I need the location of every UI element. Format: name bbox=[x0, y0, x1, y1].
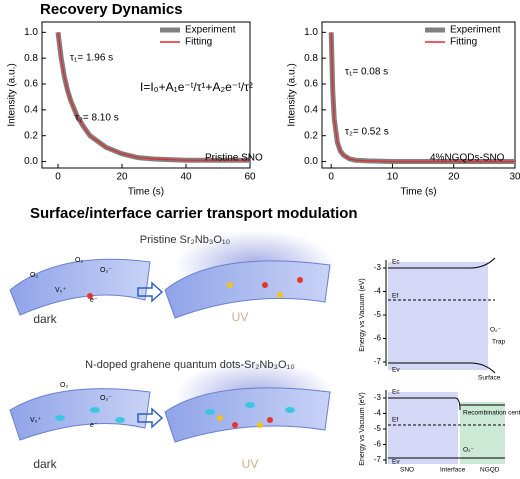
energy-axis-label: Energy vs Vacuum (eV) bbox=[359, 392, 366, 465]
legend-label: Experiment bbox=[450, 25, 501, 36]
series-line bbox=[55, 32, 250, 163]
x-axis-label: Time (s) bbox=[400, 187, 436, 198]
annotation: Pristine SNO bbox=[205, 153, 263, 164]
energy-label: Ef bbox=[392, 417, 398, 424]
y-tick-label: 0.0 bbox=[304, 156, 318, 167]
x-tick-label: 60 bbox=[244, 172, 256, 183]
scene-label: dark bbox=[33, 457, 57, 471]
legend-label: Fitting bbox=[185, 37, 212, 48]
species-label: O₂⁻ bbox=[100, 395, 112, 402]
y-tick-label: 0.4 bbox=[304, 104, 318, 115]
energy-tick-label: -3 bbox=[374, 393, 382, 402]
x-tick-label: 40 bbox=[180, 172, 192, 183]
scene-label: UV bbox=[242, 457, 259, 471]
energy-label: Surface bbox=[478, 375, 501, 382]
series-line bbox=[57, 32, 250, 161]
energy-tick-label: -6 bbox=[374, 440, 382, 449]
x-tick-label: 30 bbox=[509, 172, 520, 183]
energy-tick-label: -4 bbox=[374, 287, 382, 296]
energy-label: Ec bbox=[392, 389, 400, 396]
species-label: O₂ bbox=[60, 382, 68, 389]
section-title: Surface/interface carrier transport modu… bbox=[30, 205, 358, 222]
energy-label: NGQD bbox=[480, 467, 500, 474]
scene-caption: N-doped grahene quantum dots-Sr₂Nb₃O₁₀ bbox=[85, 359, 295, 371]
legend-label: Fitting bbox=[450, 37, 477, 48]
energy-label: Ef bbox=[392, 293, 398, 300]
series-line bbox=[328, 32, 515, 165]
plot-frame bbox=[41, 21, 251, 169]
species-label: O₂ bbox=[75, 257, 83, 264]
plot-frame bbox=[321, 21, 516, 169]
y-tick-label: 0.2 bbox=[24, 130, 38, 141]
y-axis-label: Intensity (a.u.) bbox=[7, 63, 18, 126]
y-tick-label: 0.4 bbox=[24, 104, 38, 115]
annotation: τ₂= 0.52 s bbox=[345, 127, 389, 138]
x-axis-label: Time (s) bbox=[128, 187, 164, 198]
scenes bbox=[9, 230, 335, 443]
scene-label: dark bbox=[33, 312, 57, 326]
annotation: I=I₀+A₁e⁻ᵗ/τ¹+A₂e⁻ᵗ/τ² bbox=[140, 80, 253, 94]
y-tick-label: 0.6 bbox=[24, 79, 38, 90]
energy-tick-label: -6 bbox=[374, 334, 382, 343]
energy-label: Ec bbox=[392, 259, 400, 266]
y-tick-label: 1.0 bbox=[24, 27, 38, 38]
energy-tick-label: -5 bbox=[374, 310, 382, 319]
energy-label: Trap bbox=[492, 339, 506, 346]
annotation: τ₁= 0.08 s bbox=[345, 67, 388, 78]
species-label: e⁻ bbox=[90, 422, 98, 429]
energy-label: Ev bbox=[392, 459, 400, 466]
energy-tick-label: -3 bbox=[374, 263, 382, 272]
energy-label: SNO bbox=[400, 467, 414, 474]
x-tick-label: 20 bbox=[116, 172, 128, 183]
species-label: V₀⁺ bbox=[30, 417, 42, 424]
x-tick-label: 0 bbox=[55, 172, 61, 183]
energy-label: Interface bbox=[440, 467, 466, 474]
legend-label: Experiment bbox=[185, 25, 236, 36]
energy-axis-label: Energy vs Vacuum (eV) bbox=[359, 278, 366, 351]
annotation: 4%NGQDs-SNO bbox=[430, 153, 505, 164]
energy-label: Ev bbox=[392, 367, 400, 374]
energy-tick-label: -4 bbox=[374, 409, 382, 418]
scene-label: UV bbox=[232, 310, 249, 324]
species-label: O₂⁻ bbox=[100, 267, 112, 274]
energy-label: O₂⁻ bbox=[463, 447, 475, 454]
species-label: O₂ bbox=[30, 272, 38, 279]
x-tick-label: 10 bbox=[387, 172, 399, 183]
energy-tick-label: -7 bbox=[374, 455, 382, 464]
y-tick-label: 0.8 bbox=[304, 53, 318, 64]
energy-label: O₂⁻ bbox=[490, 327, 502, 334]
energy-boxes bbox=[388, 257, 505, 464]
y-tick-label: 1.0 bbox=[304, 27, 318, 38]
y-tick-label: 0.6 bbox=[304, 79, 318, 90]
annotation: τ₂= 8.10 s bbox=[75, 113, 119, 124]
scene-caption: Pristine Sr₂Nb₃O₁₀ bbox=[140, 234, 230, 246]
series-line bbox=[330, 32, 515, 163]
y-tick-label: 0.8 bbox=[24, 53, 38, 64]
energy-label: Recombination center bbox=[463, 410, 520, 417]
annotation: τ₁= 1.96 s bbox=[70, 53, 113, 64]
y-tick-label: 0.0 bbox=[24, 156, 38, 167]
figure-title: Recovery Dynamics bbox=[40, 1, 183, 18]
y-axis-label: Intensity (a.u.) bbox=[287, 63, 298, 126]
x-tick-label: 0 bbox=[328, 172, 334, 183]
x-tick-label: 20 bbox=[448, 172, 460, 183]
y-tick-label: 0.2 bbox=[304, 130, 318, 141]
species-label: e⁻ bbox=[90, 297, 98, 304]
energy-tick-label: -7 bbox=[374, 357, 382, 366]
energy-tick-label: -5 bbox=[374, 424, 382, 433]
species-label: V₀⁺ bbox=[55, 287, 67, 294]
